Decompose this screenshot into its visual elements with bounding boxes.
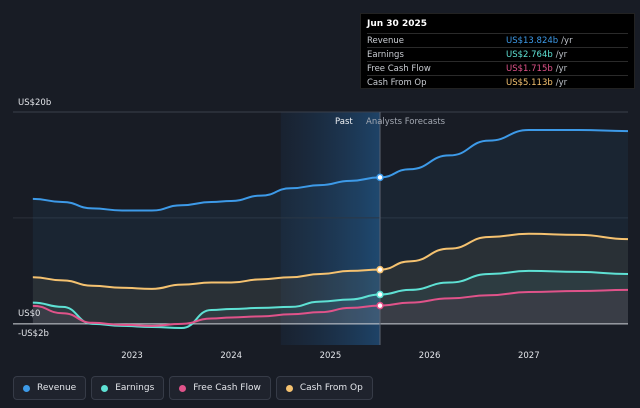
tooltip-label: Revenue [367, 35, 405, 46]
tooltip-label: Earnings [367, 49, 404, 60]
line-cash-from-op [32, 232, 629, 290]
forecast-label: Analysts Forecasts [366, 117, 446, 127]
tooltip: Jun 30 2025 Revenue US$13.824b /yr Earni… [360, 13, 635, 89]
tooltip-value: US$13.824b [506, 35, 559, 46]
tooltip-value: US$5.113b [506, 77, 553, 88]
line-earnings [32, 269, 629, 330]
legend-item-revenue[interactable]: Revenue [13, 376, 87, 400]
tooltip-unit: /yr [555, 49, 568, 60]
tooltip-value: US$2.764b [506, 49, 553, 60]
x-tick-label: 2023 [121, 351, 143, 361]
line-revenue [32, 129, 629, 212]
legend-item-earnings[interactable]: Earnings [91, 376, 165, 400]
tooltip-date: Jun 30 2025 [367, 19, 428, 29]
tooltip-value: US$1.715b [506, 63, 553, 74]
y-tick-label-top: US$20b [18, 98, 52, 108]
tooltip-unit: /yr [555, 63, 568, 74]
legend-item-free-cash-flow[interactable]: Free Cash Flow [169, 376, 271, 400]
line-free-cash-flow [32, 288, 629, 327]
tooltip-unit: /yr [555, 77, 568, 88]
free-cash-flow-dot-icon [179, 384, 187, 392]
legend-label: Cash From Op [299, 383, 363, 393]
area-free-cash-flow [32, 289, 629, 326]
x-tick-label: 2025 [320, 351, 342, 361]
earnings-dot-icon [101, 384, 109, 392]
tooltip-unit: /yr [561, 35, 573, 46]
marker-free-cash-flow [376, 301, 384, 310]
tooltip-label: Free Cash Flow [367, 63, 431, 74]
legend-label: Revenue [37, 383, 77, 393]
legend-label: Earnings [115, 383, 155, 393]
x-tick-label: 2027 [518, 351, 540, 361]
tooltip-row-earnings: Earnings US$2.764b /yr [367, 47, 628, 61]
legend-label: Free Cash Flow [193, 383, 261, 393]
legend: Revenue Earnings Free Cash Flow Cash Fro… [13, 376, 373, 400]
x-tick-label: 2024 [220, 351, 242, 361]
tooltip-row-free-cash-flow: Free Cash Flow US$1.715b /yr [367, 61, 628, 75]
y-tick-label-zero: US$0 [18, 309, 41, 319]
marker-cash-from-op [376, 265, 384, 274]
tooltip-row-cash-from-op: Cash From Op US$5.113b /yr [367, 75, 628, 89]
y-tick-label-negative: -US$2b [18, 329, 49, 339]
marker-earnings [376, 290, 384, 299]
area-earnings [32, 270, 629, 329]
area-cash-from-op [32, 233, 629, 324]
tooltip-label: Cash From Op [367, 77, 427, 88]
marker-revenue [376, 173, 384, 182]
x-tick-label: 2026 [419, 351, 441, 361]
legend-item-cash-from-op[interactable]: Cash From Op [275, 376, 373, 400]
cash-from-op-dot-icon [285, 384, 293, 392]
revenue-dot-icon [23, 384, 30, 392]
past-label: Past [335, 117, 353, 127]
tooltip-row-revenue: Revenue US$13.824b /yr [367, 33, 628, 47]
